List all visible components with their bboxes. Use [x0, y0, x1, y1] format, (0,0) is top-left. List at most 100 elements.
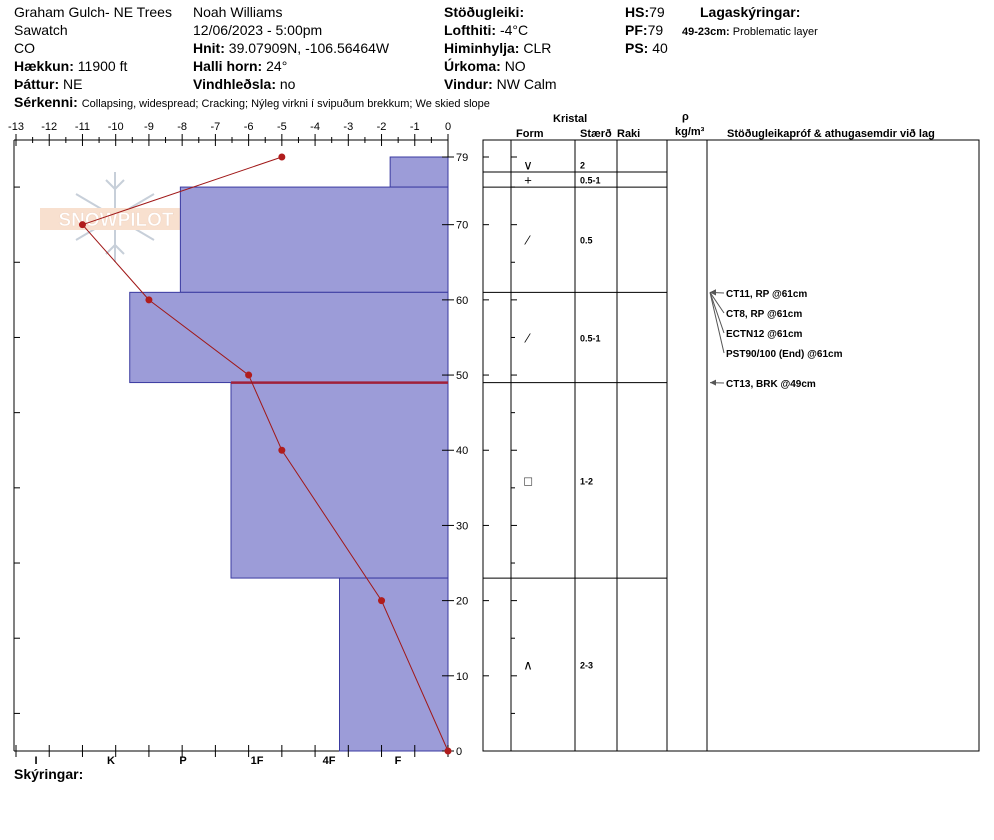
hardness-label: I	[34, 755, 37, 767]
depth-tick-label: 20	[456, 596, 468, 608]
footer-notes-label: Skýringar:	[14, 766, 84, 782]
elevation-label: Hækkun:	[14, 58, 74, 74]
layer-note-range: 49-23cm:	[682, 26, 730, 38]
temp-tick-label: -2	[377, 121, 387, 133]
temp-tick-label: -11	[75, 121, 90, 133]
depth-tick-label: 30	[456, 520, 468, 532]
layer-note-text: Problematic layer	[732, 26, 818, 38]
temp-tick-label: -12	[41, 121, 57, 133]
hs-label: HS:	[625, 4, 650, 20]
temperature-point	[278, 153, 286, 161]
temp-tick-label: -9	[144, 121, 154, 133]
moisture-header: Raki	[617, 128, 641, 140]
temperature-point	[145, 296, 153, 304]
grain-table	[482, 139, 980, 752]
aspect-label: Þáttur:	[14, 76, 60, 92]
hardness-label: F	[395, 755, 402, 767]
aspect: Þáttur: NE	[14, 76, 82, 92]
sky-label: Himinhylja:	[444, 40, 520, 56]
grain-form: ⁄	[524, 330, 531, 345]
elevation: Hækkun: 11900 ft	[14, 58, 127, 74]
coordinates-label: Hnit:	[193, 40, 225, 56]
features-label: Sérkenni:	[14, 94, 78, 110]
grain-size: 2	[580, 161, 585, 171]
test-leader-line	[709, 292, 725, 354]
wind-loading: Vindhleðsla: no	[193, 76, 295, 92]
temp-tick-label: -7	[210, 121, 220, 133]
grain-size: 1-2	[580, 476, 593, 486]
test-leader-line	[709, 292, 725, 334]
hardness-label: 4F	[323, 755, 336, 767]
temperature-point	[378, 597, 386, 605]
temperature-point	[78, 221, 86, 229]
stability-tests: CT11, RP @61cm CT8, RP @61cm ECTN12 @61cm P…	[709, 289, 843, 390]
grain-layers: ∨ 2 + 0.5-1 ⁄ 0.5 ⁄ 0.5-1 □ 1-2 ∧ 2-3	[483, 158, 667, 673]
sky-value: CLR	[523, 40, 552, 56]
hardness-label: P	[179, 755, 186, 767]
depth-tick-label: 0	[456, 746, 462, 758]
stability-test-label: CT13, BRK @49cm	[726, 379, 816, 390]
elevation-value: 11900 ft	[77, 58, 128, 74]
hardness-axis: I K P 1F 4F F	[34, 755, 401, 767]
temp-tick-label: -5	[277, 121, 287, 133]
stability-label: Stöðugleiki:	[444, 4, 525, 20]
pf-value: 79	[647, 22, 664, 38]
wind-loading-value: no	[279, 76, 296, 92]
temp-tick-label: -6	[244, 121, 254, 133]
coordinates-value: 39.07909N, -106.56464W	[228, 40, 390, 56]
depth-tick-label: 50	[456, 370, 468, 382]
coordinates: Hnit: 39.07909N, -106.56464W	[193, 40, 389, 56]
air-temperature: Lofthiti: -4°C	[444, 22, 528, 38]
hardness-label: K	[107, 755, 115, 767]
pf-label: PF:	[625, 22, 648, 38]
stability: Stöðugleiki:	[444, 4, 524, 20]
depth-tick-label: 79	[456, 152, 468, 164]
temperature-point	[245, 371, 253, 379]
stability-test-label: ECTN12 @61cm	[726, 329, 803, 340]
temp-tick-label: -13	[8, 121, 24, 133]
wind-loading-label: Vindhleðsla:	[193, 76, 276, 92]
hardness-layer	[389, 156, 449, 188]
hardness-layer	[230, 382, 449, 579]
temperature-point	[444, 747, 452, 755]
form-header: Form	[516, 128, 544, 140]
grain-form: □	[524, 473, 532, 488]
wind-label: Vindur:	[444, 76, 493, 92]
crystal-header: Kristal	[553, 113, 588, 125]
temperature-axis: -13 -12 -11 -10 -9 -8 -7 -6 -5 -4 -3 -2 -1 0	[8, 121, 451, 757]
grain-form: ∧	[523, 658, 533, 673]
observation-datetime: 12/06/2023 - 5:00pm	[193, 22, 323, 38]
precip-label: Úrkoma:	[444, 58, 501, 74]
hardness-layer	[339, 577, 449, 752]
tests-header: Stöðugleikapróf & athugasemdir við lag	[727, 128, 935, 140]
wind: Vindur: NW Calm	[444, 76, 557, 92]
slope-value: 24°	[266, 58, 288, 74]
range-name: Sawatch	[14, 22, 68, 38]
site-name: Graham Gulch- NE Trees	[14, 4, 172, 20]
stability-test-label: CT11, RP @61cm	[726, 289, 807, 300]
aspect-value: NE	[63, 76, 83, 92]
features: Sérkenni: Collapsing, widespread; Cracki…	[14, 94, 490, 112]
grain-size: 0.5-1	[580, 333, 601, 343]
air-temp-value: -4°C	[499, 22, 529, 38]
slope-label: Halli horn:	[193, 58, 263, 74]
slope-angle: Halli horn: 24°	[193, 58, 287, 74]
test-arrow	[710, 379, 716, 386]
temp-tick-label: -3	[343, 121, 353, 133]
temp-tick-label: -8	[177, 121, 187, 133]
density-unit: kg/m³	[675, 126, 705, 138]
depth-tick-label: 70	[456, 220, 468, 232]
hs-value: 79	[649, 4, 665, 20]
density-symbol: ρ	[682, 111, 689, 123]
grain-form: +	[524, 173, 532, 188]
temp-tick-label: -1	[410, 121, 420, 133]
grain-size: 0.5-1	[580, 176, 601, 186]
temp-tick-label: -10	[108, 121, 124, 133]
air-temp-label: Lofthiti:	[444, 22, 497, 38]
hs: HS:79	[625, 4, 665, 20]
test-arrow	[710, 289, 716, 296]
hardness-bars	[129, 156, 449, 752]
depth-tick-label: 40	[456, 445, 468, 457]
size-header: Stærð	[580, 128, 612, 140]
